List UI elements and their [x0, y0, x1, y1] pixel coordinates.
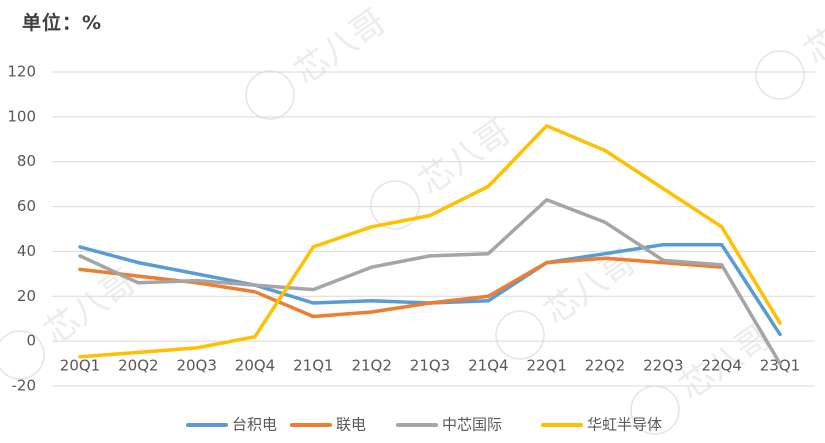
data-point [662, 259, 665, 262]
data-point [487, 252, 490, 255]
unit-label: 单位：% [22, 12, 103, 34]
series-line [78, 124, 782, 359]
x-tick-label: 21Q4 [468, 357, 508, 375]
watermark-logo-icon [630, 385, 680, 435]
x-tick-label: 22Q2 [585, 357, 625, 375]
data-point [370, 266, 373, 269]
x-tick-label: 20Q4 [235, 357, 275, 375]
watermark-logo-icon [370, 180, 420, 230]
data-point [662, 187, 665, 190]
data-point [720, 225, 723, 228]
x-tick-label: 21Q2 [351, 357, 391, 375]
data-point [545, 198, 548, 201]
data-point [604, 221, 607, 224]
data-point [254, 284, 257, 287]
gridlines [52, 71, 815, 387]
data-point [195, 272, 198, 275]
x-tick-label: 20Q2 [118, 357, 158, 375]
watermark: 芯八哥 [370, 111, 518, 230]
x-tick-label: 21Q1 [293, 357, 333, 375]
x-tick-label: 22Q1 [526, 357, 566, 375]
data-point [312, 315, 315, 318]
series-lines [78, 124, 782, 366]
data-point [370, 299, 373, 302]
y-tick-label: 100 [7, 107, 36, 125]
data-point [137, 275, 140, 278]
data-point [604, 252, 607, 255]
y-tick-label: 120 [7, 63, 36, 81]
data-point [545, 261, 548, 264]
data-point [779, 333, 782, 336]
watermark-text: 芯八哥 [412, 111, 518, 202]
x-tick-label: 22Q3 [643, 357, 683, 375]
watermark: 芯八哥 [495, 241, 643, 360]
x-tick-label: 20Q3 [176, 357, 216, 375]
x-tick-label: 23Q1 [760, 357, 800, 375]
x-axis-ticks: 20Q1 20Q2 20Q3 20Q4 21Q1 21Q2 21Q3 21Q4 22Q1 22Q2… [60, 357, 800, 375]
data-point [79, 254, 82, 257]
data-point [370, 310, 373, 313]
y-axis-ticks: -20 0 20 40 60 80 100 120 [7, 63, 36, 395]
legend-label: 华虹半导体 [587, 416, 662, 434]
data-point [662, 243, 665, 246]
watermark: 芯八哥 [245, 1, 393, 120]
data-point [779, 362, 782, 365]
y-tick-label: -20 [12, 377, 37, 395]
data-point [604, 257, 607, 260]
data-point [137, 351, 140, 354]
data-point [254, 290, 257, 293]
data-point [429, 302, 432, 305]
y-tick-label: 20 [17, 287, 36, 305]
data-point [195, 279, 198, 282]
data-point [487, 295, 490, 298]
watermark-text: 芯八哥 [287, 1, 393, 92]
y-tick-label: 60 [17, 197, 36, 215]
data-point [79, 245, 82, 248]
series-line [78, 242, 782, 337]
y-tick-label: 80 [17, 152, 36, 170]
data-point [429, 254, 432, 257]
legend-label: 联电 [336, 416, 366, 434]
data-point [720, 243, 723, 246]
data-point [137, 261, 140, 264]
series-line [78, 198, 782, 366]
watermark-logo-icon [755, 50, 805, 100]
x-tick-label: 22Q4 [701, 357, 741, 375]
data-point [487, 299, 490, 302]
y-tick-label: 0 [26, 332, 36, 350]
x-tick-label: 20Q1 [60, 357, 100, 375]
legend: 台积电 联电 中芯国际 华虹半导体 [186, 416, 662, 434]
data-point [312, 302, 315, 305]
data-point [79, 355, 82, 358]
watermark-logo-icon [0, 330, 45, 380]
data-point [429, 214, 432, 217]
data-point [779, 322, 782, 325]
x-tick-label: 21Q3 [410, 357, 450, 375]
watermark: 芯八哥 [755, 0, 825, 100]
data-point [720, 263, 723, 266]
data-point [195, 346, 198, 349]
watermark-logo-icon [495, 310, 545, 360]
data-point [370, 225, 373, 228]
data-point [137, 281, 140, 284]
y-tick-label: 40 [17, 242, 36, 260]
data-point [312, 288, 315, 291]
watermark-logo-icon [245, 70, 295, 120]
watermark-text: 芯八哥 [797, 0, 825, 73]
legend-label: 台积电 [232, 416, 277, 434]
data-point [487, 185, 490, 188]
data-point [545, 124, 548, 127]
data-point [312, 245, 315, 248]
data-point [604, 149, 607, 152]
legend-label: 中芯国际 [442, 416, 502, 434]
data-point [254, 335, 257, 338]
data-point [79, 268, 82, 271]
